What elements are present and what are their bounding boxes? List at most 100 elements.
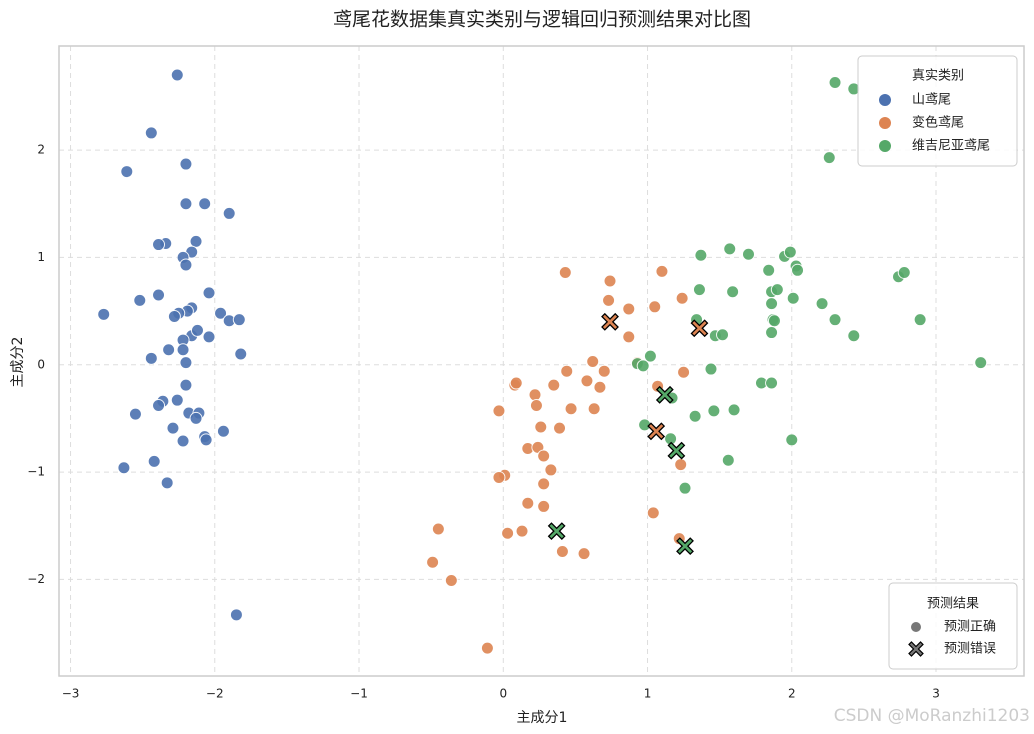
point xyxy=(723,242,737,256)
legend-title: 真实类别 xyxy=(912,69,964,84)
point xyxy=(166,421,180,435)
legend-frame xyxy=(888,582,1018,670)
point xyxy=(216,424,230,438)
point xyxy=(580,374,594,388)
point xyxy=(726,285,740,299)
legend-marker xyxy=(908,641,924,657)
plot-frame xyxy=(58,45,1025,677)
point xyxy=(167,309,181,323)
point xyxy=(786,291,800,305)
point xyxy=(765,297,779,311)
point xyxy=(492,470,506,484)
point xyxy=(537,477,551,491)
misclassified-point xyxy=(667,441,686,460)
point xyxy=(648,300,662,314)
point xyxy=(765,376,779,390)
point xyxy=(537,449,551,463)
legend-marker xyxy=(879,117,891,129)
point xyxy=(727,403,741,417)
point xyxy=(767,314,781,328)
point xyxy=(678,481,692,495)
point xyxy=(144,126,158,140)
point xyxy=(133,293,147,307)
point xyxy=(674,458,688,472)
misclassified-point xyxy=(690,319,709,338)
y-axis-label: 主成分2 xyxy=(10,337,26,388)
point xyxy=(189,411,203,425)
x-tick-label: 1 xyxy=(644,687,652,701)
legend-label: 预测错误 xyxy=(944,642,996,657)
point xyxy=(587,402,601,416)
point xyxy=(202,286,216,300)
x-axis-label: 主成分1 xyxy=(517,710,568,726)
point xyxy=(593,380,607,394)
point xyxy=(547,378,561,392)
point xyxy=(232,313,246,327)
point xyxy=(828,313,842,327)
point xyxy=(675,291,689,305)
point xyxy=(147,454,161,468)
y-tick-label: 1 xyxy=(37,250,45,264)
point xyxy=(655,264,669,278)
point xyxy=(765,326,779,340)
point xyxy=(176,434,190,448)
x-tick-label: −3 xyxy=(62,687,80,701)
point xyxy=(179,258,193,272)
point xyxy=(97,307,111,321)
point xyxy=(426,555,440,569)
point xyxy=(646,506,660,520)
point xyxy=(170,68,184,82)
misclassified-point xyxy=(547,522,566,541)
point xyxy=(537,499,551,513)
point xyxy=(170,393,184,407)
point xyxy=(431,522,445,536)
chart-title: 鸢尾花数据集真实类别与逻辑回归预测结果对比图 xyxy=(333,9,751,31)
x-tick-label: 0 xyxy=(499,687,507,701)
point xyxy=(152,288,166,302)
point xyxy=(190,323,204,337)
misclassified-point xyxy=(601,312,619,331)
point xyxy=(558,265,572,279)
point xyxy=(528,388,542,402)
point xyxy=(692,283,706,297)
point xyxy=(534,420,548,434)
x-tick-label: 2 xyxy=(788,687,796,701)
point xyxy=(515,524,529,538)
point xyxy=(643,349,657,363)
point xyxy=(555,545,569,559)
point xyxy=(179,157,193,171)
point xyxy=(198,197,212,211)
point xyxy=(160,476,174,490)
point xyxy=(152,399,166,413)
point xyxy=(974,356,988,370)
point xyxy=(152,238,166,252)
point xyxy=(603,274,617,288)
point xyxy=(444,573,458,587)
point xyxy=(117,461,131,475)
point xyxy=(492,404,506,418)
point xyxy=(828,75,842,89)
point xyxy=(586,355,600,369)
point xyxy=(214,306,228,320)
misclassified-point xyxy=(647,422,666,441)
legend-marker xyxy=(879,94,891,106)
y-tick-label: 0 xyxy=(37,357,45,371)
point xyxy=(602,293,616,307)
point xyxy=(694,248,708,262)
point xyxy=(815,297,829,311)
legend-marker xyxy=(879,140,891,152)
point xyxy=(704,362,718,376)
point xyxy=(162,343,176,357)
point xyxy=(622,330,636,344)
misclassified-point xyxy=(655,385,674,404)
x-tick-label: −2 xyxy=(206,687,224,701)
point xyxy=(564,402,578,416)
point xyxy=(480,641,494,655)
point xyxy=(707,404,721,418)
point xyxy=(560,364,574,378)
misclassified-point xyxy=(676,537,694,556)
legend-label: 预测正确 xyxy=(944,620,996,635)
point xyxy=(577,547,591,561)
